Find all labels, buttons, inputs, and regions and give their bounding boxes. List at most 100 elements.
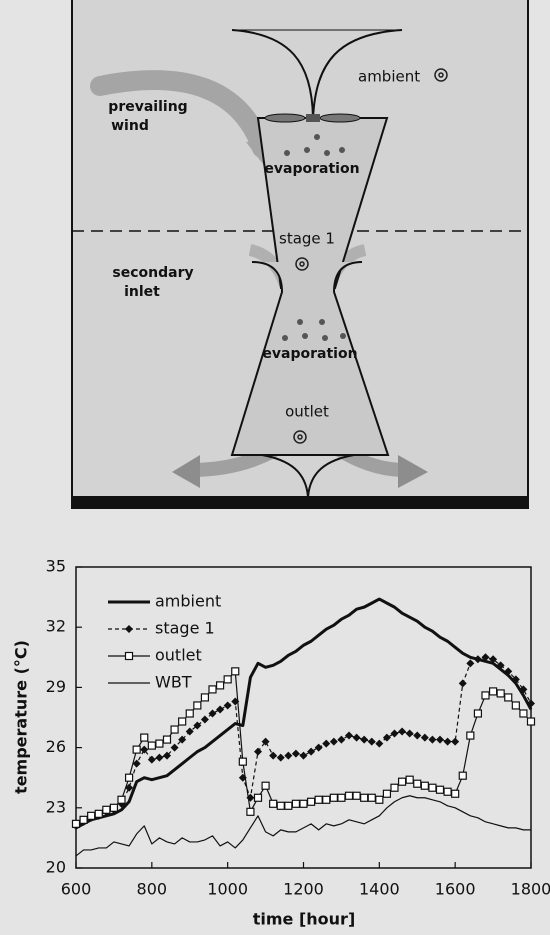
- figure: ambient prevailing wind evaporation stag…: [0, 0, 550, 935]
- diamond-marker: [300, 752, 308, 760]
- square-marker: [512, 702, 519, 709]
- square-marker: [247, 808, 254, 815]
- diamond-marker: [459, 679, 467, 687]
- diamond-marker: [254, 748, 262, 756]
- label-wind: prevailing: [108, 99, 187, 115]
- square-marker: [497, 690, 504, 697]
- y-tick-label: 35: [46, 557, 66, 576]
- square-marker: [505, 694, 512, 701]
- diamond-marker: [322, 740, 330, 748]
- square-marker: [126, 774, 133, 781]
- x-tick-label: 1600: [435, 880, 476, 899]
- y-tick-label: 23: [46, 797, 66, 816]
- square-marker: [141, 734, 148, 741]
- square-marker: [452, 790, 459, 797]
- diamond-marker: [125, 625, 133, 633]
- label-secondary: secondary: [112, 265, 193, 281]
- square-marker: [156, 740, 163, 747]
- label-wind: wind: [111, 118, 149, 134]
- square-marker: [391, 784, 398, 791]
- square-marker: [414, 780, 421, 787]
- square-marker: [270, 800, 277, 807]
- label-outlet: outlet: [285, 403, 329, 421]
- square-marker: [285, 802, 292, 809]
- fan-hub: [306, 114, 320, 122]
- diamond-marker: [216, 705, 224, 713]
- label-secondary: inlet: [124, 284, 160, 300]
- diamond-marker: [345, 732, 353, 740]
- diamond-marker: [398, 728, 406, 736]
- square-marker: [421, 782, 428, 789]
- diamond-marker: [436, 736, 444, 744]
- diamond-marker: [474, 655, 482, 663]
- square-marker: [315, 796, 322, 803]
- square-marker: [194, 702, 201, 709]
- y-tick-label: 32: [46, 617, 66, 636]
- square-marker: [217, 682, 224, 689]
- square-marker: [323, 796, 330, 803]
- series-line: [76, 599, 531, 828]
- square-marker: [255, 794, 262, 801]
- diamond-marker: [224, 701, 232, 709]
- square-marker: [353, 792, 360, 799]
- diamond-marker: [353, 734, 361, 742]
- y-tick-label: 20: [46, 858, 66, 877]
- x-tick-label: 1400: [359, 880, 400, 899]
- square-marker: [118, 796, 125, 803]
- square-marker: [126, 653, 133, 660]
- diamond-marker: [466, 659, 474, 667]
- diagram: ambient prevailing wind evaporation stag…: [72, 0, 528, 509]
- diamond-marker: [413, 732, 421, 740]
- legend-label: stage 1: [155, 619, 215, 638]
- fan: [265, 114, 305, 122]
- diamond-marker: [171, 744, 179, 752]
- fan: [320, 114, 360, 122]
- diamond-marker: [391, 730, 399, 738]
- square-marker: [73, 820, 80, 827]
- diamond-marker: [277, 754, 285, 762]
- y-axis-label: temperature (°C): [12, 640, 31, 794]
- square-marker: [262, 782, 269, 789]
- square-marker: [88, 812, 95, 819]
- x-tick-label: 1800: [511, 880, 550, 899]
- square-marker: [164, 736, 171, 743]
- x-tick-label: 600: [61, 880, 92, 899]
- square-marker: [330, 794, 337, 801]
- x-tick-label: 1000: [207, 880, 248, 899]
- diamond-marker: [451, 738, 459, 746]
- square-marker: [133, 746, 140, 753]
- square-marker: [239, 758, 246, 765]
- square-marker: [80, 816, 87, 823]
- square-marker: [209, 686, 216, 693]
- diamond-marker: [201, 716, 209, 724]
- diamond-marker: [375, 740, 383, 748]
- diamond-marker: [421, 734, 429, 742]
- square-marker: [520, 710, 527, 717]
- diamond-marker: [406, 730, 414, 738]
- ground: [72, 496, 528, 509]
- square-marker: [444, 788, 451, 795]
- label-evaporation: evaporation: [262, 346, 357, 362]
- x-tick-label: 800: [137, 880, 168, 899]
- square-marker: [474, 710, 481, 717]
- square-marker: [437, 786, 444, 793]
- diamond-marker: [360, 736, 368, 744]
- square-marker: [383, 790, 390, 797]
- square-marker: [346, 792, 353, 799]
- diamond-marker: [148, 756, 156, 764]
- page: ambient prevailing wind evaporation stag…: [0, 0, 550, 935]
- square-marker: [148, 742, 155, 749]
- diamond-marker: [330, 738, 338, 746]
- square-marker: [110, 804, 117, 811]
- diamond-marker: [284, 752, 292, 760]
- square-marker: [368, 794, 375, 801]
- square-marker: [308, 798, 315, 805]
- diamond-marker: [337, 736, 345, 744]
- legend-label: ambient: [155, 592, 221, 611]
- label-ambient: ambient: [358, 68, 420, 86]
- label-stage: stage 1: [279, 230, 335, 248]
- square-marker: [482, 692, 489, 699]
- legend-label: outlet: [155, 646, 202, 665]
- diamond-marker: [444, 738, 452, 746]
- square-marker: [459, 772, 466, 779]
